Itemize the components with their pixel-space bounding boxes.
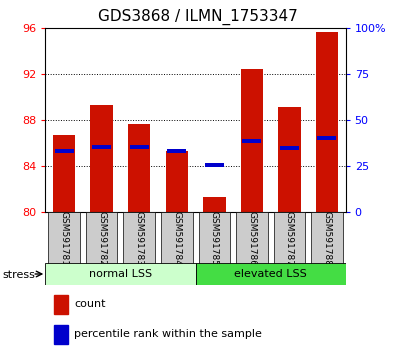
Bar (205, 163, 224, 167)
Bar (167, 149, 186, 153)
Text: GSM591783: GSM591783 (135, 211, 144, 266)
Text: GSM591781: GSM591781 (60, 211, 69, 266)
Text: GSM591786: GSM591786 (247, 211, 256, 266)
Bar (49, 212, 80, 264)
Bar (55, 325, 68, 344)
Bar (241, 69, 263, 212)
Bar (92, 145, 111, 149)
Bar (280, 146, 299, 150)
Text: GSM591788: GSM591788 (322, 211, 331, 266)
Bar (236, 212, 267, 264)
Text: count: count (74, 299, 105, 309)
Text: elevated LSS: elevated LSS (234, 269, 307, 279)
Text: GSM591782: GSM591782 (97, 211, 106, 266)
Text: GSM591785: GSM591785 (210, 211, 219, 266)
Bar (130, 145, 149, 149)
Bar (128, 124, 150, 212)
Text: percentile rank within the sample: percentile rank within the sample (74, 330, 262, 339)
Bar (317, 136, 337, 139)
Bar (45, 263, 196, 285)
Bar (316, 32, 338, 212)
Bar (278, 107, 301, 212)
Bar (53, 135, 75, 212)
Bar (124, 212, 155, 264)
Bar (242, 139, 261, 143)
Bar (274, 212, 305, 264)
Bar (203, 198, 226, 212)
Text: GDS3868 / ILMN_1753347: GDS3868 / ILMN_1753347 (98, 9, 297, 25)
Bar (161, 212, 192, 264)
Text: stress: stress (2, 270, 35, 280)
Text: normal LSS: normal LSS (89, 269, 152, 279)
Text: GSM591787: GSM591787 (285, 211, 294, 266)
Text: GSM591784: GSM591784 (172, 211, 181, 266)
Bar (55, 295, 68, 314)
Bar (55, 149, 74, 153)
Bar (86, 212, 117, 264)
Bar (196, 263, 346, 285)
Bar (199, 212, 230, 264)
Bar (90, 105, 113, 212)
Bar (166, 152, 188, 212)
Bar (311, 212, 342, 264)
